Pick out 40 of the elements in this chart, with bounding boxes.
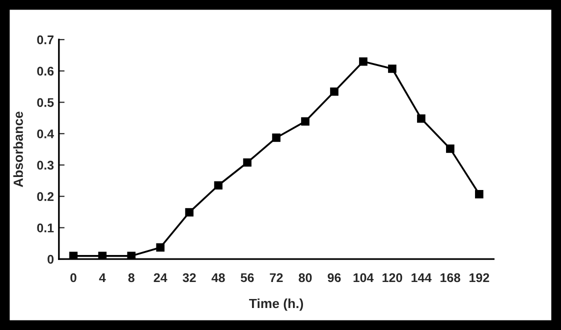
- point: [301, 117, 310, 126]
- y-tick-label: 0.1: [37, 224, 54, 232]
- x-tick-label: 24: [154, 273, 168, 282]
- x-tick-label: 120: [382, 273, 402, 282]
- y-tick-label: 0.3: [37, 160, 54, 170]
- x-tick-label: 96: [328, 273, 341, 282]
- x-axis-title: Time (h.): [249, 298, 304, 311]
- x-tick-label: 48: [212, 273, 225, 282]
- point: [127, 252, 136, 260]
- x-tick-label: 80: [298, 273, 312, 282]
- point: [417, 114, 426, 123]
- point: [446, 144, 454, 153]
- x-tick-label: 72: [270, 273, 283, 282]
- y-tick-label: 0.7: [37, 35, 54, 44]
- point: [98, 252, 107, 260]
- point: [214, 181, 222, 190]
- y-tick-label: 0.2: [37, 192, 54, 201]
- x-tick-label: 144: [412, 273, 432, 282]
- x-tick-label: 4: [99, 273, 106, 282]
- point: [69, 252, 78, 260]
- y-tick-label: 0.4: [37, 129, 54, 138]
- x-tick-label: 104: [354, 273, 374, 282]
- y-axis-title: Absorbance: [13, 112, 23, 188]
- point: [185, 208, 194, 217]
- point: [359, 57, 368, 66]
- point: [388, 64, 396, 73]
- x-tick-label: 32: [182, 273, 196, 282]
- point: [156, 243, 165, 252]
- point: [475, 190, 484, 198]
- x-tick-label: 8: [128, 273, 134, 282]
- y-tick-label: 0.6: [37, 66, 54, 76]
- x-tick-label: 192: [470, 273, 490, 282]
- x-tick-label: 0: [70, 273, 76, 282]
- y-tick-label: 0.5: [37, 98, 54, 107]
- point: [272, 134, 280, 142]
- point: [330, 87, 338, 96]
- point: [243, 158, 252, 167]
- x-tick-label: 56: [240, 273, 254, 282]
- x-tick-label: 168: [440, 273, 460, 282]
- y-tick-label: 0: [48, 254, 54, 264]
